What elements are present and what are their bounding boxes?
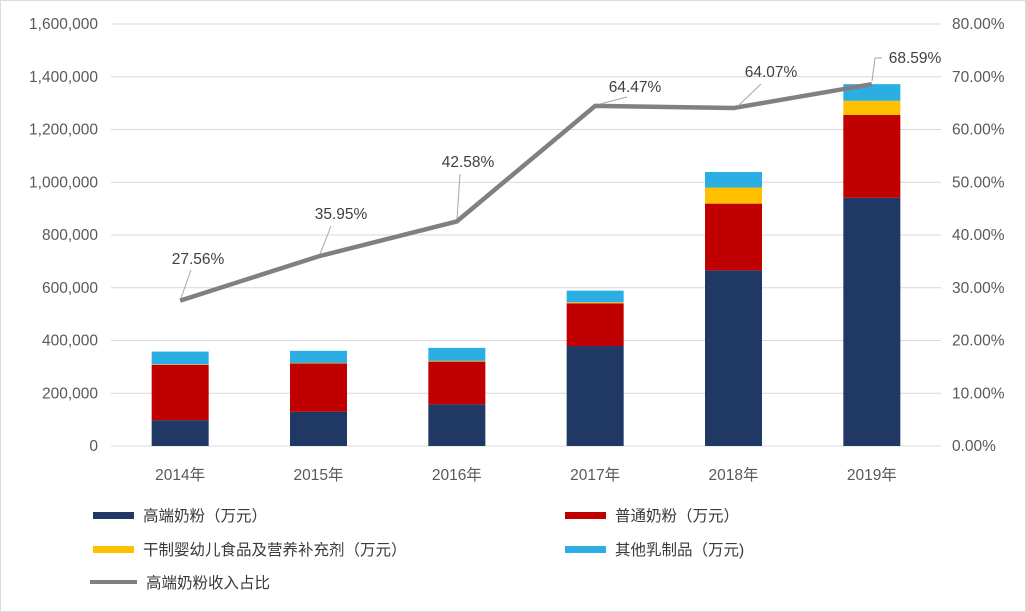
axis-tick-right: 40.00% <box>952 227 1005 244</box>
bar-segment <box>843 100 901 115</box>
axis-tick-left: 1,200,000 <box>29 122 98 139</box>
axis-tick-left: 1,600,000 <box>29 16 98 33</box>
bar-segment <box>705 171 762 188</box>
bar-segment <box>566 346 624 446</box>
legend-item-regular-milk-powder: 普通奶粉（万元） <box>565 504 739 526</box>
label-leader-line <box>871 57 882 82</box>
legend-label: 其他乳制品（万元) <box>615 542 745 559</box>
line-data-label: 64.47% <box>609 79 662 96</box>
line-data-label: 27.56% <box>172 251 225 268</box>
axis-tick-left: 1,000,000 <box>29 174 98 191</box>
bar-segment <box>151 420 209 446</box>
bar-segment <box>566 303 624 347</box>
axis-tick-right: 70.00% <box>952 69 1005 86</box>
legend-swatch-regular-milk-powder <box>565 511 606 519</box>
bar-segment <box>151 364 209 421</box>
legend-swatch-dried-infant-food <box>93 545 134 553</box>
label-leader-line <box>319 225 332 255</box>
axis-tick-right: 0.00% <box>952 438 996 455</box>
axis-tick-left: 400,000 <box>42 333 98 350</box>
axis-tick-left: 1,400,000 <box>29 69 98 86</box>
x-axis-label: 2014年 <box>155 466 205 484</box>
bar-segment <box>428 361 486 405</box>
bar-segment <box>566 290 624 303</box>
bar-segment <box>705 187 762 204</box>
x-axis-label: 2017年 <box>570 466 620 484</box>
bar-segment <box>428 404 486 446</box>
legend-label: 高端奶粉（万元） <box>143 508 268 525</box>
axis-tick-left: 0 <box>89 438 98 455</box>
bar-segment <box>151 351 209 365</box>
label-leader-line <box>599 96 628 105</box>
bar-segment <box>428 360 486 362</box>
line-data-label: 42.58% <box>442 154 495 171</box>
bar-segment <box>290 411 347 446</box>
label-leader-line <box>737 83 762 107</box>
bar-segment <box>290 350 347 363</box>
label-leader-line <box>180 269 192 299</box>
bar-segment <box>705 270 762 446</box>
legend-label: 普通奶粉（万元） <box>615 508 740 525</box>
legend-swatch-other-dairy <box>565 545 606 553</box>
axis-tick-right: 20.00% <box>952 333 1005 350</box>
bar-segment <box>290 362 347 364</box>
line-data-label: 64.07% <box>745 64 798 81</box>
axis-tick-left: 800,000 <box>42 227 98 244</box>
line-data-label: 68.59% <box>889 50 942 67</box>
bar-segment <box>566 302 624 304</box>
bar-segment <box>843 197 901 446</box>
bar-segment <box>290 363 347 412</box>
legend-label: 高端奶粉收入占比 <box>146 575 271 592</box>
axis-tick-right: 80.00% <box>952 16 1005 33</box>
legend-item-premium-revenue-ratio: 高端奶粉收入占比 <box>90 571 270 593</box>
axis-tick-right: 30.00% <box>952 280 1005 297</box>
axis-tick-right: 60.00% <box>952 122 1005 139</box>
bar-segment <box>428 347 486 361</box>
bar-segment <box>843 114 901 198</box>
axis-tick-left: 200,000 <box>42 385 98 402</box>
ratio-line <box>179 81 873 303</box>
x-axis-label: 2019年 <box>847 466 897 484</box>
legend-swatch-premium-milk-powder <box>93 511 134 519</box>
x-axis-label: 2015年 <box>294 466 344 484</box>
bar-segment <box>705 203 762 271</box>
axis-tick-right: 50.00% <box>952 174 1005 191</box>
x-axis-label: 2016年 <box>432 466 482 484</box>
axis-tick-left: 600,000 <box>42 280 98 297</box>
legend-item-other-dairy: 其他乳制品（万元) <box>565 538 744 560</box>
legend-item-premium-milk-powder: 高端奶粉（万元） <box>93 504 267 526</box>
x-axis-label: 2018年 <box>709 466 759 484</box>
legend-item-dried-infant-food: 干制婴幼儿食品及营养补充剂（万元） <box>93 538 407 560</box>
bar-segment <box>151 364 209 365</box>
label-leader-line <box>456 173 461 220</box>
legend-swatch-ratio-line <box>90 580 137 584</box>
line-data-label: 35.95% <box>315 206 368 223</box>
legend-label: 干制婴幼儿食品及营养补充剂（万元） <box>143 542 407 559</box>
axis-tick-right: 10.00% <box>952 385 1005 402</box>
